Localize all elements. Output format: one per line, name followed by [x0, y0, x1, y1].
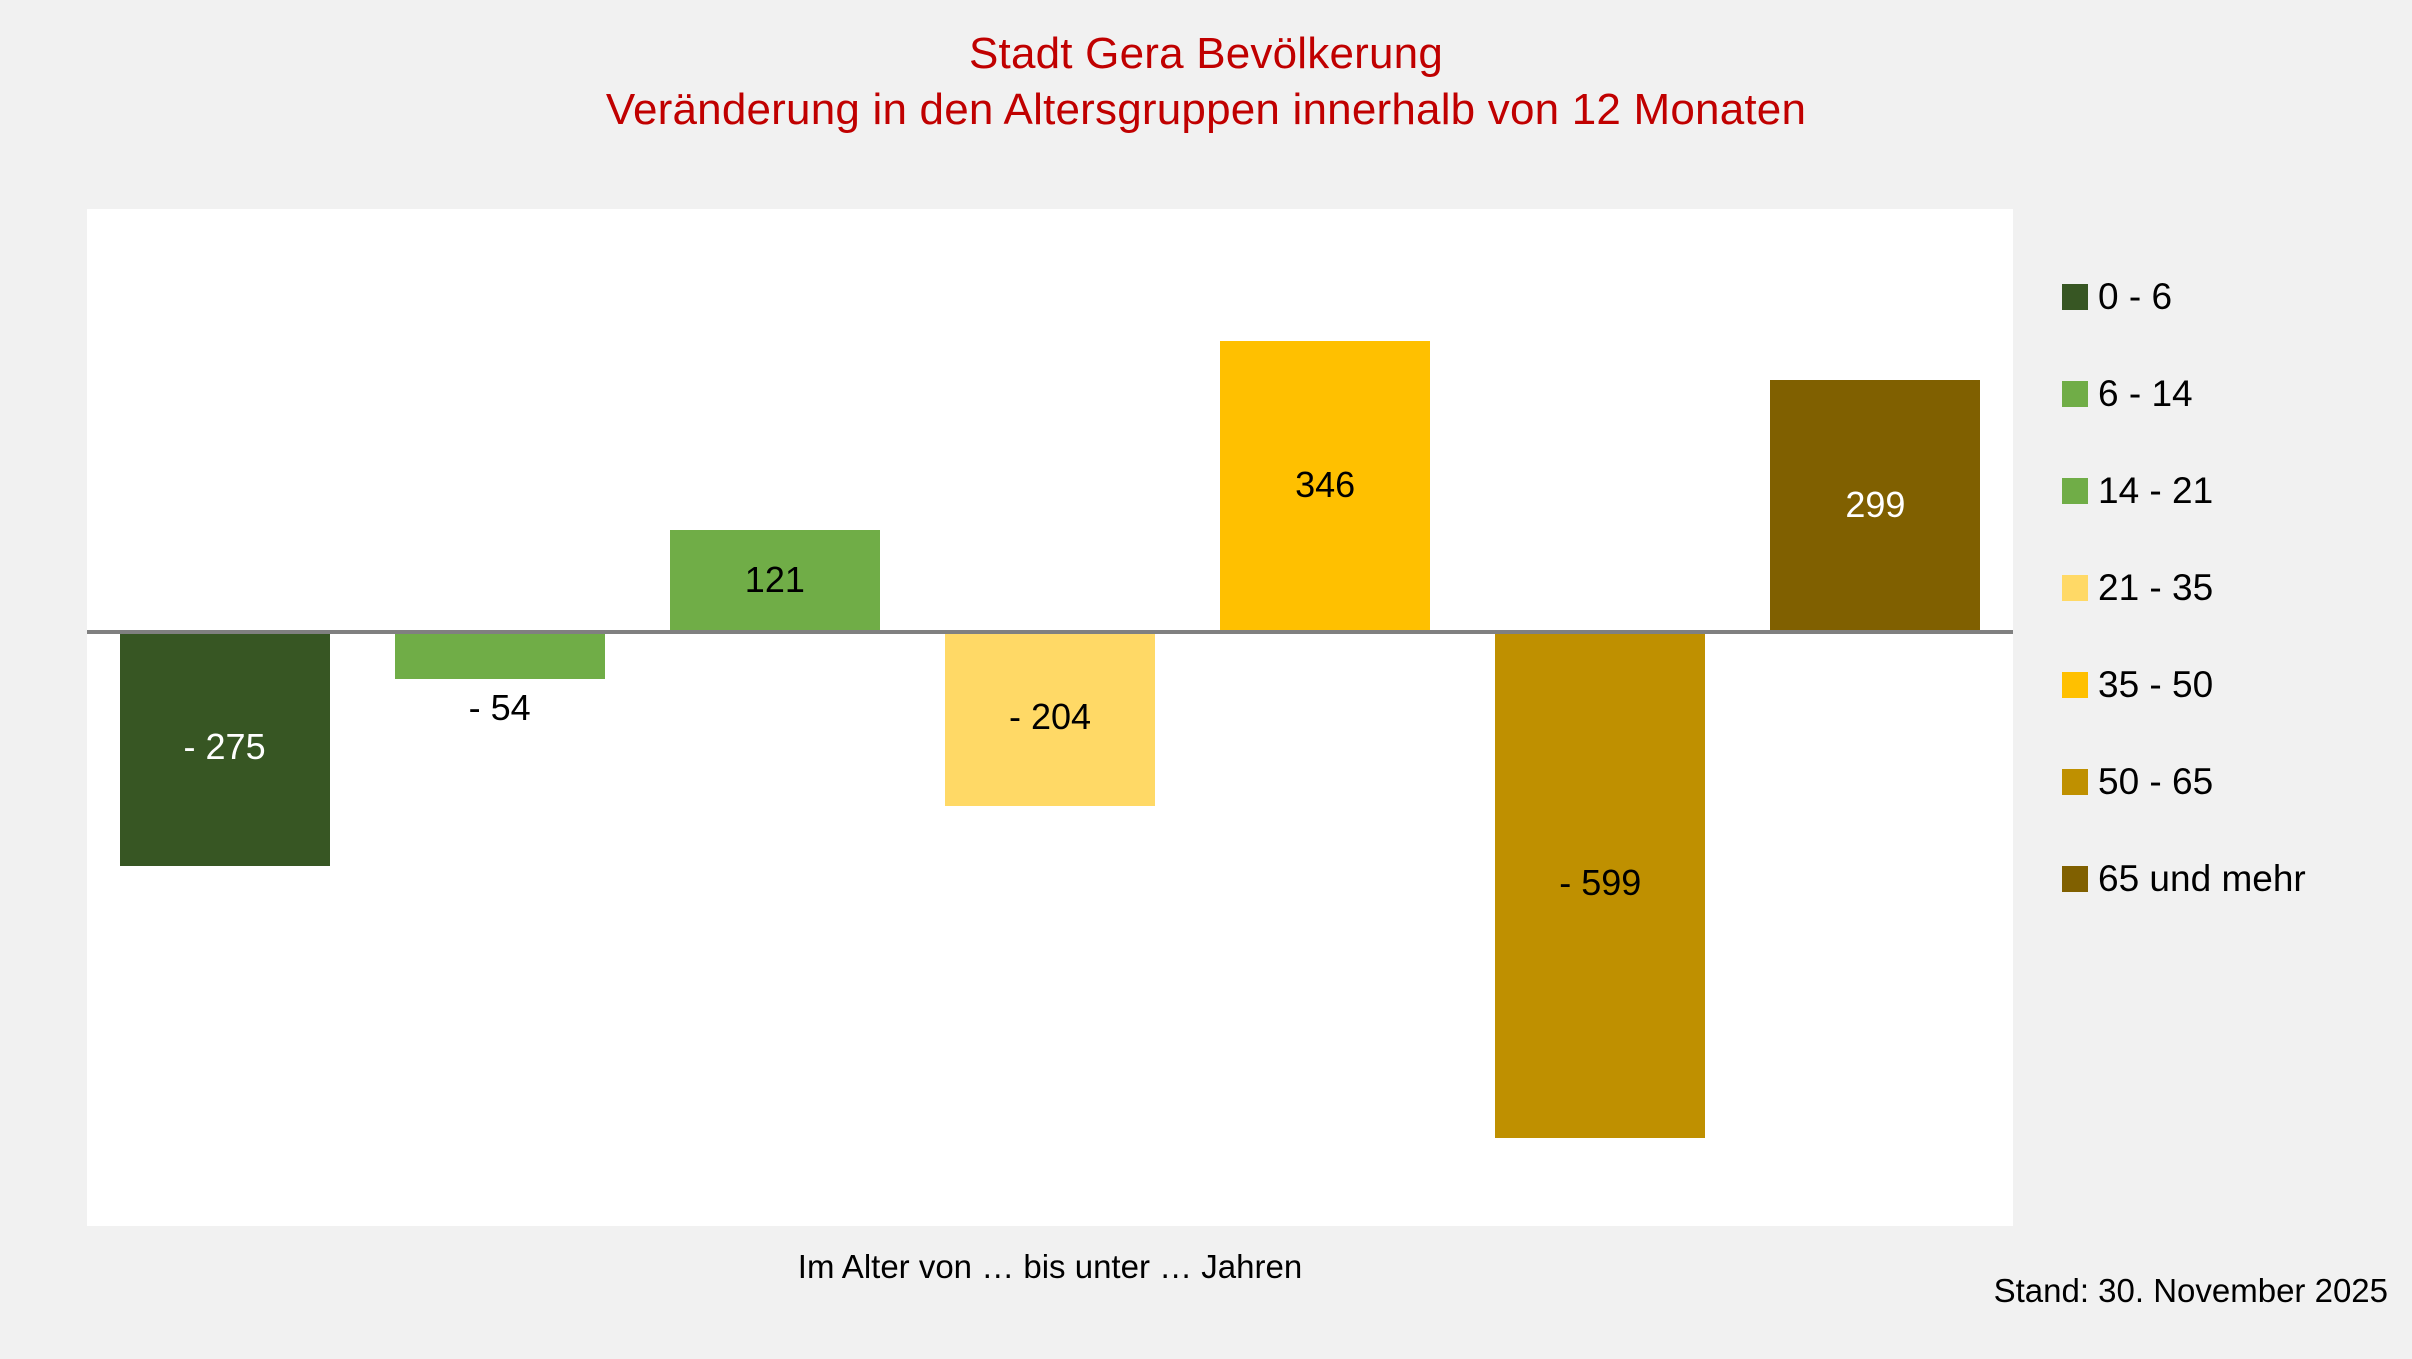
legend-swatch-icon	[2062, 574, 2088, 601]
bar-slot: 346	[1188, 209, 1463, 1226]
bar-50---65[interactable]	[1495, 634, 1706, 1139]
bar-65-und-mehr[interactable]	[1770, 380, 1981, 632]
legend-item-0---6[interactable]: 0 - 6	[2062, 248, 2392, 345]
legend-item-label: 6 - 14	[2098, 373, 2193, 414]
legend-item-6---14[interactable]: 6 - 14	[2062, 345, 2392, 442]
zero-axis-line	[87, 630, 2013, 634]
legend-item-label: 21 - 35	[2098, 567, 2214, 608]
chart-plot-area: - 275 - 54 121 - 204 346 - 599 299	[87, 209, 2013, 1226]
bar-value-label: - 275	[183, 725, 266, 767]
bar-35---50[interactable]	[1220, 340, 1431, 632]
legend-swatch-icon	[2062, 380, 2088, 407]
stand-note: Stand: 30. November 2025	[1993, 1272, 2388, 1309]
bar-value-label: 299	[1845, 484, 1906, 526]
legend-item-label: 14 - 21	[2098, 470, 2214, 511]
bar-slot: - 599	[1463, 209, 1738, 1226]
legend-swatch-icon	[2062, 477, 2088, 504]
legend-item-label: 65 und mehr	[2098, 858, 2306, 899]
bar-value-label: - 599	[1559, 862, 1642, 904]
legend-item-label: 0 - 6	[2098, 276, 2173, 317]
title-line-2: Veränderung in den Altersgruppen innerha…	[605, 85, 1807, 135]
legend-item-label: 50 - 65	[2098, 761, 2214, 802]
title-line-1: Stadt Gera Bevölkerung	[968, 29, 1443, 78]
bar-6---14[interactable]	[394, 634, 605, 680]
bar-value-label: - 204	[1008, 695, 1092, 737]
legend-item-35---50[interactable]: 35 - 50	[2062, 636, 2392, 733]
bar-21---35[interactable]	[944, 634, 1155, 806]
bar-slot: 299	[1738, 209, 2013, 1226]
bar-slot: - 275	[87, 209, 362, 1226]
legend-swatch-icon	[2062, 283, 2088, 310]
legend-swatch-icon	[2062, 865, 2088, 892]
bar-value-label: - 54	[468, 687, 531, 729]
legend-item-21---35[interactable]: 21 - 35	[2062, 539, 2392, 636]
chart-legend: 0 - 6 6 - 14 14 - 21 21 - 35 35 - 50 50 - 65 6…	[2062, 248, 2392, 927]
x-axis-caption: Im Alter von … bis unter … Jahren	[797, 1248, 1303, 1285]
legend-item-50---65[interactable]: 50 - 65	[2062, 733, 2392, 830]
bar-0---6[interactable]	[119, 634, 330, 866]
bar-value-label: 121	[744, 559, 805, 601]
legend-swatch-icon	[2062, 671, 2088, 698]
legend-swatch-icon	[2062, 768, 2088, 795]
bar-slot: - 204	[912, 209, 1187, 1226]
legend-item-label: 35 - 50	[2098, 664, 2214, 705]
bar-slot: - 54	[362, 209, 637, 1226]
legend-item-65-und-mehr[interactable]: 65 und mehr	[2062, 830, 2392, 927]
bar-value-label: 346	[1295, 464, 1356, 506]
page-title: Stadt Gera Bevölkerung Veränderung in de…	[0, 26, 2412, 139]
legend-item-14---21[interactable]: 14 - 21	[2062, 442, 2392, 539]
bar-slot: 121	[637, 209, 912, 1226]
bar-14---21[interactable]	[669, 530, 880, 632]
